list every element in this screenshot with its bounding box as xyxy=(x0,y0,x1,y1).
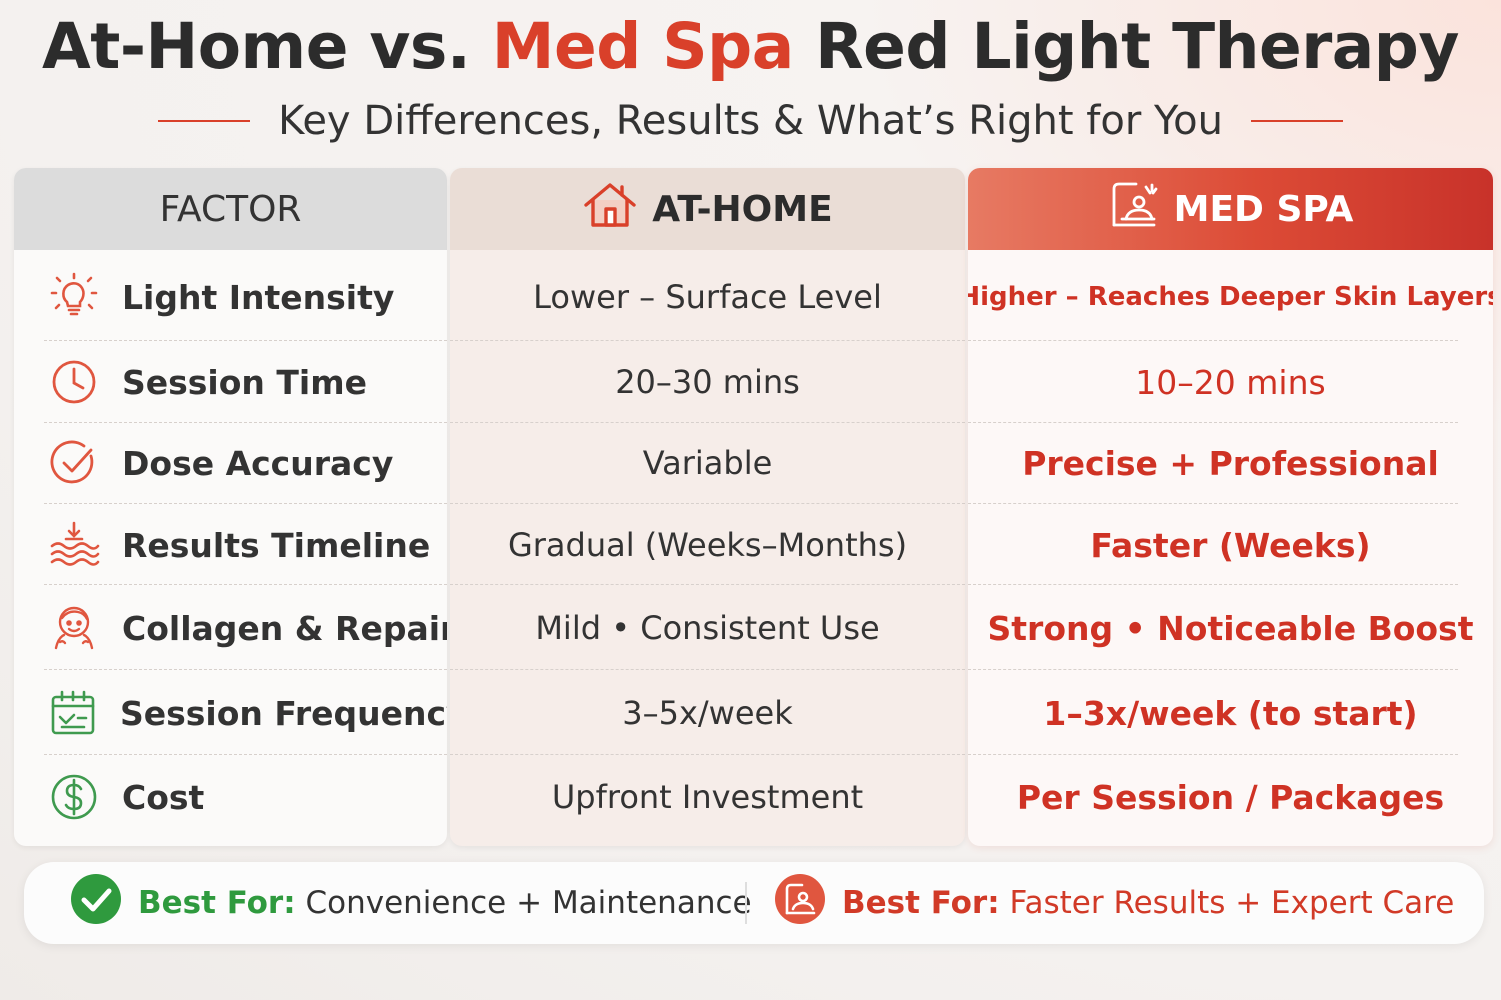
factor-label: Light Intensity xyxy=(122,277,395,317)
row-divider xyxy=(450,669,965,670)
at-home-value: 3–5x/week xyxy=(622,694,793,732)
med-spa-value: Precise + Professional xyxy=(1022,443,1439,483)
subtitle-rule-right xyxy=(1250,120,1343,122)
row-divider xyxy=(44,422,447,423)
face-icon xyxy=(48,602,100,654)
med-spa-header: MED SPA xyxy=(968,168,1493,250)
med-spa-column: MED SPA Higher – Reaches Deeper Skin Lay… xyxy=(968,168,1493,846)
title-part-1: At-Home vs. xyxy=(42,10,471,83)
row-divider xyxy=(968,584,1458,585)
med-spa-value: Higher – Reaches Deeper Skin Layers xyxy=(968,282,1493,312)
title-accent: Med Spa xyxy=(491,10,794,83)
row-divider xyxy=(968,754,1458,755)
subtitle-rule-left xyxy=(158,120,251,122)
best-for-spa: Best For: Faster Results + Expert Care xyxy=(774,873,1454,933)
row-divider xyxy=(44,584,447,585)
spa-treatment-icon xyxy=(1108,179,1160,240)
factor-label: Collagen & Repair xyxy=(122,608,447,648)
dollar-icon xyxy=(48,771,100,823)
best-for-spa-label: Best For: xyxy=(842,885,1000,921)
med-spa-value: Per Session / Packages xyxy=(1016,777,1445,817)
best-for-home: Best For: Convenience + Maintenance xyxy=(70,873,752,933)
best-for-home-text: Convenience + Maintenance xyxy=(305,885,752,921)
factor-row: Results Timeline xyxy=(14,504,447,586)
bar-divider xyxy=(745,882,747,924)
factor-row: Session Time xyxy=(14,341,447,423)
page-title: At-Home vs. Med Spa Red Light Therapy xyxy=(0,10,1501,83)
factor-header: FACTOR xyxy=(14,168,447,250)
waves-icon xyxy=(48,519,100,571)
factor-row: Cost xyxy=(14,756,447,838)
med-spa-value: Strong • Noticeable Boost xyxy=(987,608,1474,648)
at-home-header-label: AT-HOME xyxy=(652,188,833,230)
row-divider xyxy=(450,584,965,585)
row-divider xyxy=(44,669,447,670)
row-divider xyxy=(44,340,447,341)
title-part-2: Red Light Therapy xyxy=(815,10,1459,83)
factor-column: FACTOR Light Intensity xyxy=(14,168,447,846)
factor-header-label: FACTOR xyxy=(159,188,302,230)
row-divider xyxy=(44,754,447,755)
row-divider xyxy=(44,503,447,504)
factor-label: Session Frequency xyxy=(120,693,447,733)
factor-row: Collagen & Repair xyxy=(14,587,447,669)
at-home-column: AT-HOME Lower – Surface Level 20–30 mins… xyxy=(450,168,965,846)
at-home-value: Variable xyxy=(642,444,773,482)
row-divider xyxy=(450,503,965,504)
factor-label: Cost xyxy=(122,777,205,817)
med-spa-value: 1–3x/week (to start) xyxy=(1043,693,1418,733)
row-divider xyxy=(968,422,1458,423)
subtitle-row: Key Differences, Results & What’s Right … xyxy=(0,96,1501,146)
med-spa-value: 10–20 mins xyxy=(1135,362,1326,402)
best-for-bar: Best For: Convenience + Maintenance Best… xyxy=(24,862,1484,944)
clock-icon xyxy=(48,356,100,408)
calendar-icon xyxy=(48,687,98,739)
row-divider xyxy=(450,340,965,341)
at-home-value: Mild • Consistent Use xyxy=(535,609,880,647)
factor-label: Dose Accuracy xyxy=(122,443,394,483)
at-home-value: 20–30 mins xyxy=(615,363,800,401)
factor-row: Light Intensity xyxy=(14,256,447,338)
at-home-header: AT-HOME xyxy=(450,168,965,250)
house-icon xyxy=(582,181,638,238)
green-check-icon xyxy=(70,873,122,933)
row-divider xyxy=(968,669,1458,670)
subtitle: Key Differences, Results & What’s Right … xyxy=(278,98,1223,144)
factor-label: Results Timeline xyxy=(122,525,431,565)
med-spa-header-label: MED SPA xyxy=(1173,188,1354,230)
row-divider xyxy=(450,422,965,423)
at-home-value: Lower – Surface Level xyxy=(533,278,882,316)
at-home-value: Gradual (Weeks–Months) xyxy=(507,526,908,564)
check-circle-icon xyxy=(48,437,100,489)
factor-row: Dose Accuracy xyxy=(14,422,447,504)
best-for-spa-text: Faster Results + Expert Care xyxy=(1009,885,1455,921)
factor-label: Session Time xyxy=(122,362,367,402)
row-divider xyxy=(968,340,1458,341)
best-for-home-label: Best For: xyxy=(138,885,296,921)
spa-badge-icon xyxy=(774,873,826,933)
med-spa-value: Faster (Weeks) xyxy=(1090,525,1371,565)
row-divider xyxy=(968,503,1458,504)
lightbulb-icon xyxy=(48,271,100,323)
row-divider xyxy=(450,754,965,755)
factor-row: Session Frequency xyxy=(14,672,447,754)
at-home-value: Upfront Investment xyxy=(551,778,864,816)
